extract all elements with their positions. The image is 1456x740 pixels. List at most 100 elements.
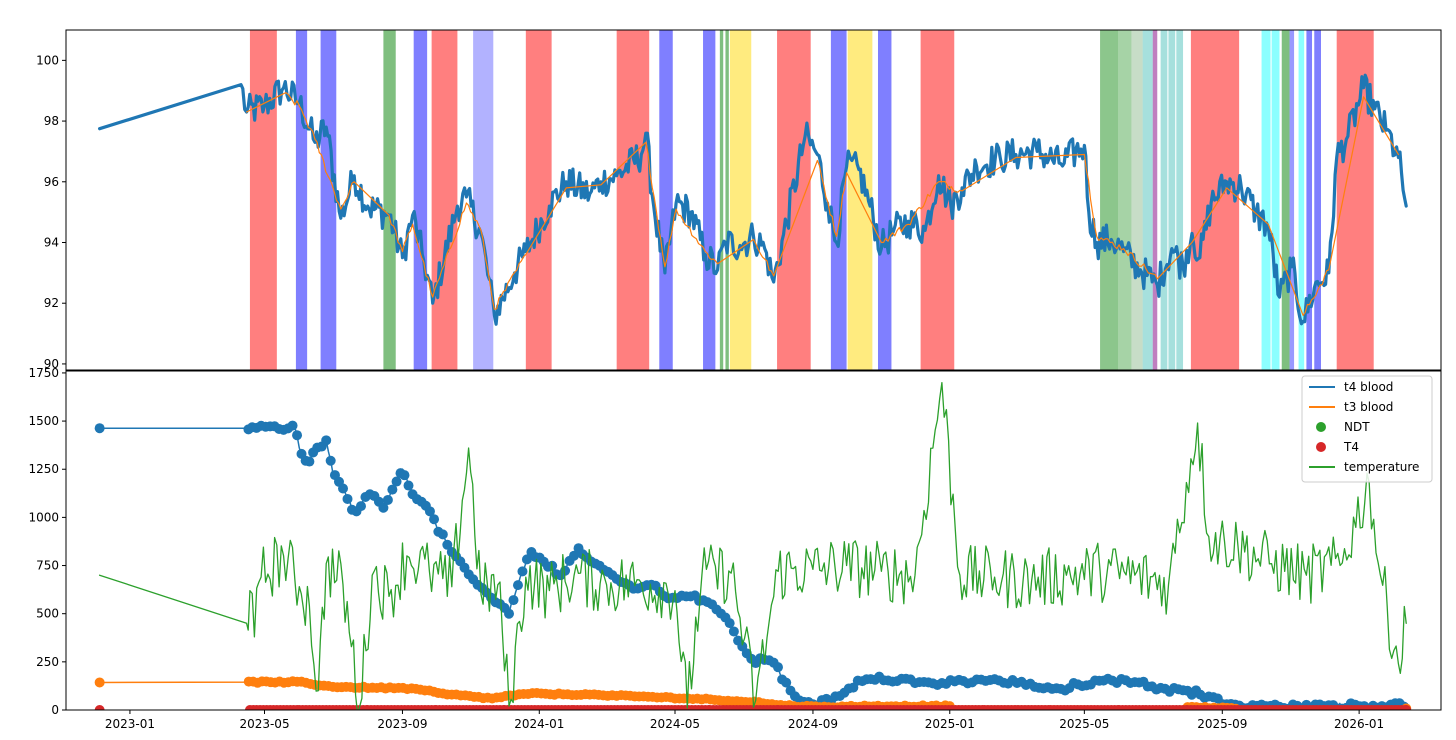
data-point [442, 539, 453, 550]
highlight-span [1176, 30, 1184, 370]
highlight-span [777, 30, 811, 370]
data-point [437, 529, 448, 540]
x-tick-label: 2023-01 [105, 717, 155, 731]
legend-label: t4 blood [1344, 380, 1393, 394]
legend-item: T4 [1316, 440, 1359, 454]
highlight-span [1289, 30, 1295, 370]
highlight-span [616, 30, 650, 370]
highlight-span [830, 30, 847, 370]
legend-item: NDT [1316, 420, 1370, 434]
x-tick-label: 2024-09 [788, 717, 838, 731]
data-point [292, 430, 303, 441]
data-point [378, 502, 389, 513]
data-point [342, 493, 353, 504]
x-tick-label: 2025-01 [925, 717, 975, 731]
legend-label: t3 blood [1344, 400, 1393, 414]
data-point [399, 470, 410, 481]
data-point [382, 494, 393, 505]
highlight-span [1168, 30, 1176, 370]
series-line-temperature [98, 381, 1407, 710]
data-point [521, 554, 532, 565]
data-point [304, 456, 315, 467]
highlight-span [1131, 30, 1143, 370]
y-tick-label: 98 [44, 114, 59, 128]
data-point [321, 435, 332, 446]
data-point [387, 484, 398, 495]
legend-label: NDT [1344, 420, 1370, 434]
data-point [772, 662, 783, 673]
axes-frame [65, 29, 1442, 371]
highlight-span [249, 30, 277, 370]
data-point [325, 455, 336, 466]
data-point [424, 506, 435, 517]
legend-item: t3 blood [1309, 400, 1393, 414]
highlight-span [1281, 30, 1290, 370]
legend-marker [1316, 442, 1326, 452]
data-point [429, 514, 440, 525]
data-point [728, 626, 739, 637]
highlight-span [525, 30, 552, 370]
y-tick-label: 92 [44, 296, 59, 310]
legend: t4 blood t3 blood NDT T4 temperature [1301, 375, 1433, 483]
data-point [355, 501, 366, 512]
highlight-span [877, 30, 892, 370]
legend-marker [1316, 422, 1326, 432]
data-point [512, 580, 523, 591]
y-tick-label: 1000 [28, 510, 59, 524]
legend-label: temperature [1344, 460, 1419, 474]
legend-label: T4 [1343, 440, 1359, 454]
highlight-span [729, 30, 752, 370]
data-point [403, 480, 414, 491]
x-tick-label: 2024-01 [514, 717, 564, 731]
highlight-span [725, 30, 729, 370]
highlight-span [719, 30, 724, 370]
highlight-span [1117, 30, 1132, 370]
highlight-span [320, 30, 337, 370]
x-tick-label: 2023-05 [239, 717, 289, 731]
data-point [94, 705, 105, 710]
data-point [338, 483, 349, 494]
y-tick-label: 1750 [28, 366, 59, 380]
series-markers-t4-blood [94, 420, 1410, 710]
legend-box [1301, 375, 1433, 483]
highlight-span [1142, 30, 1153, 370]
y-tick-label: 250 [36, 655, 59, 669]
y-tick-label: 94 [44, 236, 59, 250]
data-point [517, 566, 528, 577]
legend-item: temperature [1309, 460, 1419, 474]
x-tick-label: 2025-05 [1059, 717, 1109, 731]
x-tick-label: 2023-09 [377, 717, 427, 731]
data-point [1401, 705, 1412, 710]
axes-frame [65, 370, 1442, 711]
y-tick-label: 100 [36, 53, 59, 67]
y-tick-label: 750 [36, 559, 59, 573]
y-tick-label: 500 [36, 607, 59, 621]
highlight-span [413, 30, 428, 370]
data-point [724, 618, 735, 629]
x-tick-label: 2024-05 [650, 717, 700, 731]
highlight-span [1306, 30, 1313, 370]
data-point [391, 476, 402, 487]
y-tick-label: 96 [44, 175, 59, 189]
y-tick-label: 0 [51, 703, 59, 717]
data-point [508, 595, 519, 606]
highlight-span [431, 30, 458, 370]
y-tick-label: 1250 [28, 462, 59, 476]
x-tick-label: 2025-09 [1197, 717, 1247, 731]
series-markers-T4 [94, 705, 1412, 710]
y-tick-label: 1500 [28, 414, 59, 428]
highlight-span [1160, 30, 1168, 370]
highlight-span [1100, 30, 1118, 370]
highlight-span [1298, 30, 1305, 370]
highlight-span [473, 30, 494, 370]
x-tick-label: 2026-01 [1334, 717, 1384, 731]
highlight-span [1152, 30, 1158, 370]
highlight-span [1314, 30, 1321, 370]
highlight-span [1271, 30, 1280, 370]
lower-chart-panel: 0 250 500 750 1000 1250 1500 1750 2023-01 2023-05… [28, 366, 1442, 731]
highlight-span [295, 30, 308, 370]
highlight-span [383, 30, 396, 370]
data-point [781, 677, 792, 688]
highlight-span [1261, 30, 1271, 370]
